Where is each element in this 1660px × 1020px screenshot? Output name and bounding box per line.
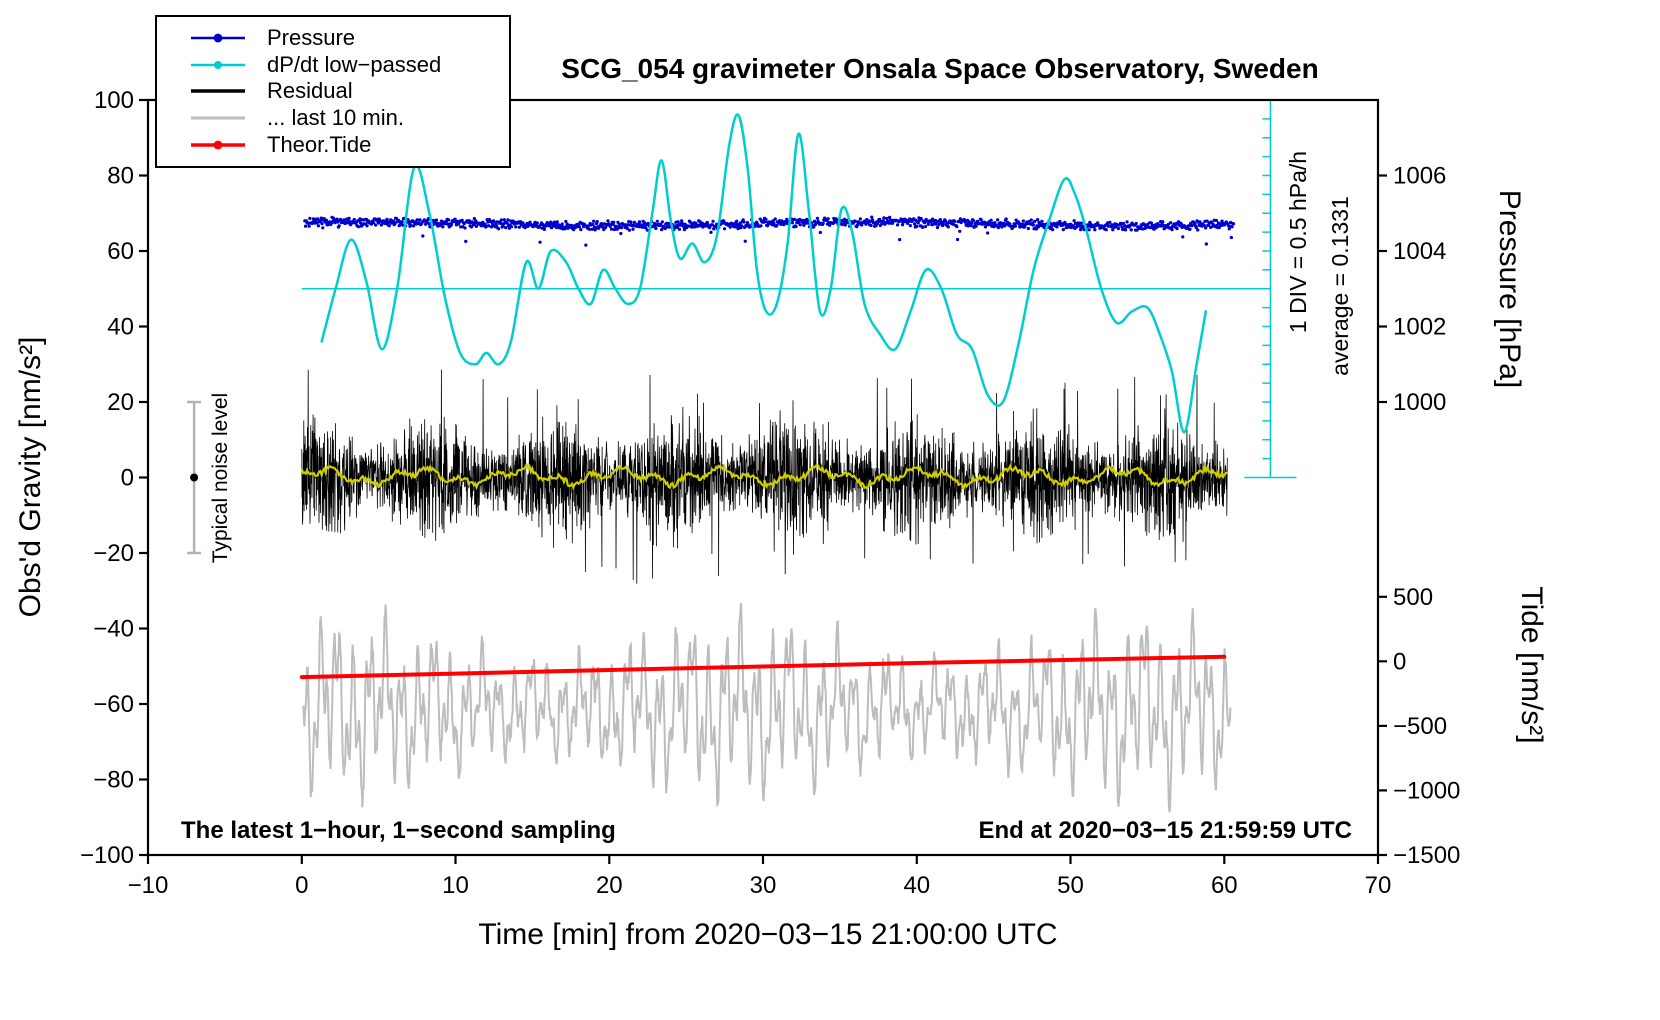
x-axis-label: Time [min] from 2020−03−15 21:00:00 UTC — [478, 918, 1057, 951]
y-tick-label-tide: 500 — [1393, 584, 1433, 611]
y-tick-label-tide: −500 — [1393, 713, 1447, 740]
y-tick-label-gravity: 100 — [94, 87, 134, 114]
series-last-10-min — [302, 603, 1232, 813]
y-tick-label-gravity: −80 — [93, 767, 134, 794]
y-tick-label-pressure: 1006 — [1393, 163, 1446, 190]
y-tick-label-gravity: 80 — [107, 163, 134, 190]
x-tick-label: 0 — [295, 872, 308, 899]
x-tick-label: 20 — [596, 872, 623, 899]
legend: Pressure dP/dt low−passed Residual ... l… — [155, 15, 511, 168]
legend-item-residual: Residual — [189, 78, 509, 104]
tide-line-dot-icon — [191, 140, 245, 150]
x-tick-label: 30 — [750, 872, 777, 899]
y-tick-label-tide: −1500 — [1393, 842, 1460, 869]
end-time-note: End at 2020−03−15 21:59:59 UTC — [978, 817, 1352, 844]
legend-label: Pressure — [267, 25, 356, 51]
x-tick-label: 60 — [1211, 872, 1238, 899]
y-tick-label-gravity: −20 — [93, 540, 134, 567]
x-tick-label: −10 — [128, 872, 169, 899]
series-dp-dt-low-passed — [320, 113, 1208, 434]
series-residual-smoothed — [300, 463, 1228, 491]
y-tick-label-gravity: −40 — [93, 616, 134, 643]
x-tick-label: 70 — [1365, 872, 1392, 899]
pressure-line-dot-icon — [191, 33, 245, 43]
x-tick-label: 40 — [903, 872, 930, 899]
series-pressure — [303, 215, 1236, 247]
x-tick-label: 10 — [442, 872, 469, 899]
legend-item-dpdt: dP/dt low−passed — [189, 52, 509, 78]
y-tick-label-gravity: 20 — [107, 389, 134, 416]
dpdt-line-dot-icon — [191, 60, 245, 69]
legend-item-pressure: Pressure — [189, 25, 509, 51]
y-axis-label-gravity: Obs'd Gravity [nm/s²] — [14, 337, 47, 618]
legend-label: dP/dt low−passed — [267, 51, 442, 77]
residual-line-icon — [191, 89, 245, 94]
y-tick-label-tide: −1000 — [1393, 777, 1460, 804]
plot-series-layer — [299, 113, 1271, 813]
y-axis-label-tide: Tide [nm/s²] — [1515, 586, 1548, 743]
series-residual — [301, 369, 1228, 584]
average-note: average = 0.1331 — [1327, 196, 1353, 376]
y-tick-label-gravity: 60 — [107, 238, 134, 265]
legend-label: Theor.Tide — [267, 131, 372, 157]
y-tick-label-gravity: −100 — [80, 842, 134, 869]
last10-line-icon — [191, 116, 245, 120]
noise-level-dot — [190, 473, 199, 482]
legend-label: Residual — [267, 78, 353, 104]
y-tick-label-gravity: −60 — [93, 691, 134, 718]
dpdt-scale-bar — [1244, 99, 1297, 479]
x-tick-label: 50 — [1057, 872, 1084, 899]
y-tick-label-pressure: 1000 — [1393, 389, 1446, 416]
legend-item-last10: ... last 10 min. — [189, 105, 509, 131]
plot-overlay-layer — [187, 99, 1297, 555]
sampling-note: The latest 1−hour, 1−second sampling — [181, 817, 616, 844]
y-tick-label-pressure: 1004 — [1393, 238, 1446, 265]
axes: −10 0 10 20 30 40 50 60 70−100−80−60−40−20020406… — [80, 87, 1460, 899]
chart-title: SCG_054 gravimeter Onsala Space Observat… — [561, 53, 1318, 84]
legend-label: ... last 10 min. — [267, 105, 404, 131]
div-scale-note: 1 DIV = 0.5 hPa/h — [1285, 151, 1311, 333]
y-axis-label-pressure: Pressure [hPa] — [1493, 190, 1526, 388]
y-tick-label-pressure: 1002 — [1393, 314, 1446, 341]
y-tick-label-gravity: 0 — [121, 465, 134, 492]
y-tick-label-tide: 0 — [1393, 648, 1406, 675]
legend-item-tide: Theor.Tide — [189, 132, 509, 158]
y-tick-label-gravity: 40 — [107, 314, 134, 341]
noise-level-label: Typical noise level — [209, 393, 232, 563]
series-theor-tide — [299, 654, 1227, 680]
